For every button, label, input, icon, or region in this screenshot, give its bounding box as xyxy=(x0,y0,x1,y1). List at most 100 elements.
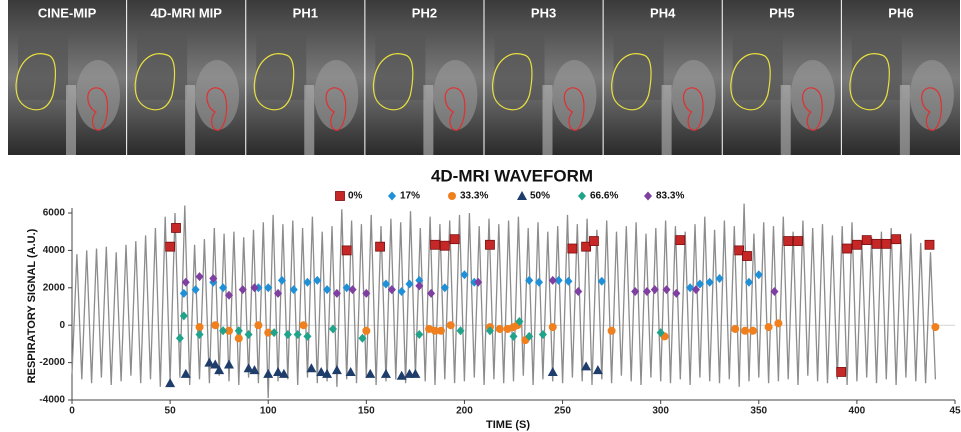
marker-diamond xyxy=(387,285,396,295)
marker-diamond xyxy=(313,275,322,285)
marker-triangle xyxy=(204,357,215,367)
marker-diamond xyxy=(191,285,200,295)
marker-circle xyxy=(431,326,440,335)
liver-contour xyxy=(15,53,56,111)
kidney-contour xyxy=(325,87,347,131)
marker-diamond xyxy=(264,283,273,293)
marker-circle xyxy=(741,326,750,335)
kidney-contour xyxy=(802,87,823,131)
panel-label: PH3 xyxy=(531,5,556,20)
marker-diamond xyxy=(535,277,544,287)
legend-label: 83.3% xyxy=(656,191,684,202)
mri-panel: PH6 xyxy=(841,0,960,155)
marker-circle xyxy=(436,326,445,335)
marker-triangle xyxy=(278,368,289,378)
marker-diamond xyxy=(538,330,547,340)
marker-diamond xyxy=(525,275,534,285)
x-tick-label: 45 xyxy=(949,406,961,417)
mri-panel: PH2 xyxy=(365,0,484,155)
panel-label: PH5 xyxy=(769,5,794,20)
marker-square xyxy=(171,223,181,233)
abdomen xyxy=(314,60,359,130)
marker-diamond xyxy=(358,333,367,343)
legend-marker xyxy=(388,191,396,201)
x-tick-label: 200 xyxy=(456,406,473,417)
marker-triangle xyxy=(316,366,327,376)
marker-circle xyxy=(224,326,233,335)
abdomen xyxy=(552,60,597,130)
legend-marker xyxy=(517,191,527,200)
marker-triangle xyxy=(322,368,333,378)
mri-panel: 4D-MRI MIP xyxy=(127,0,246,155)
marker-diamond xyxy=(362,288,371,298)
marker-diamond xyxy=(405,279,414,289)
x-tick-label: 50 xyxy=(165,406,177,417)
marker-square xyxy=(375,241,385,252)
marker-diamond xyxy=(642,287,651,297)
lung-region xyxy=(732,30,783,100)
marker-diamond xyxy=(289,285,298,295)
marker-circle xyxy=(495,324,504,333)
lung-region xyxy=(851,30,902,100)
marker-diamond xyxy=(509,331,518,341)
marker-square xyxy=(881,238,892,249)
marker-square xyxy=(891,234,902,245)
marker-triangle xyxy=(345,366,356,376)
marker-square xyxy=(567,243,578,254)
panel-label: PH6 xyxy=(888,5,913,20)
marker-diamond xyxy=(328,324,337,334)
kidney-contour xyxy=(87,87,109,131)
marker-diamond xyxy=(323,285,332,295)
x-tick-label: 300 xyxy=(652,406,669,417)
marker-diamond xyxy=(175,333,184,343)
marker-diamond xyxy=(293,330,302,340)
marker-diamond xyxy=(662,285,671,295)
mri-panel: PH5 xyxy=(722,0,841,155)
marker-diamond xyxy=(179,311,188,321)
x-tick-label: 400 xyxy=(849,406,866,417)
legend-label: 0% xyxy=(348,191,363,202)
marker-circle xyxy=(195,323,204,332)
marker-diamond xyxy=(348,285,357,295)
marker-triangle xyxy=(273,366,284,376)
liver-contour xyxy=(849,53,890,111)
marker-diamond xyxy=(274,288,283,298)
spine xyxy=(542,85,553,155)
marker-triangle xyxy=(365,368,376,378)
liver-contour xyxy=(491,53,533,111)
marker-square xyxy=(430,239,440,250)
marker-diamond xyxy=(303,277,312,287)
marker-diamond xyxy=(234,326,243,336)
marker-diamond xyxy=(415,330,424,340)
marker-diamond xyxy=(525,331,534,341)
marker-square xyxy=(924,239,935,250)
kidney-contour xyxy=(444,87,466,131)
marker-diamond xyxy=(744,277,753,287)
marker-triangle xyxy=(214,365,225,375)
marker-diamond xyxy=(650,285,659,295)
marker-diamond xyxy=(440,283,449,293)
panel-label: 4D-MRI MIP xyxy=(150,5,222,20)
marker-circle xyxy=(264,328,273,337)
marker-triangle xyxy=(223,359,234,369)
marker-triangle xyxy=(380,368,391,378)
y-axis-label: RESPIRATORY SIGNAL (A.U.) xyxy=(26,228,38,383)
y-tick-label: 6000 xyxy=(43,208,66,219)
marker-triangle xyxy=(396,370,407,380)
mri-panel: PH3 xyxy=(484,0,603,155)
panel-label: PH1 xyxy=(293,5,318,20)
kidney-contour xyxy=(921,87,942,131)
marker-circle xyxy=(299,321,308,330)
marker-diamond xyxy=(397,287,406,297)
marker-triangle xyxy=(592,365,603,375)
marker-circle xyxy=(774,319,783,328)
marker-diamond xyxy=(283,330,292,340)
lung-region xyxy=(137,30,188,100)
marker-square xyxy=(165,241,176,252)
marker-square xyxy=(734,245,745,256)
marker-circle xyxy=(764,323,773,332)
lung-region xyxy=(18,30,68,100)
marker-diamond xyxy=(695,279,704,289)
marker-diamond xyxy=(574,287,583,297)
marker-circle xyxy=(748,326,757,335)
